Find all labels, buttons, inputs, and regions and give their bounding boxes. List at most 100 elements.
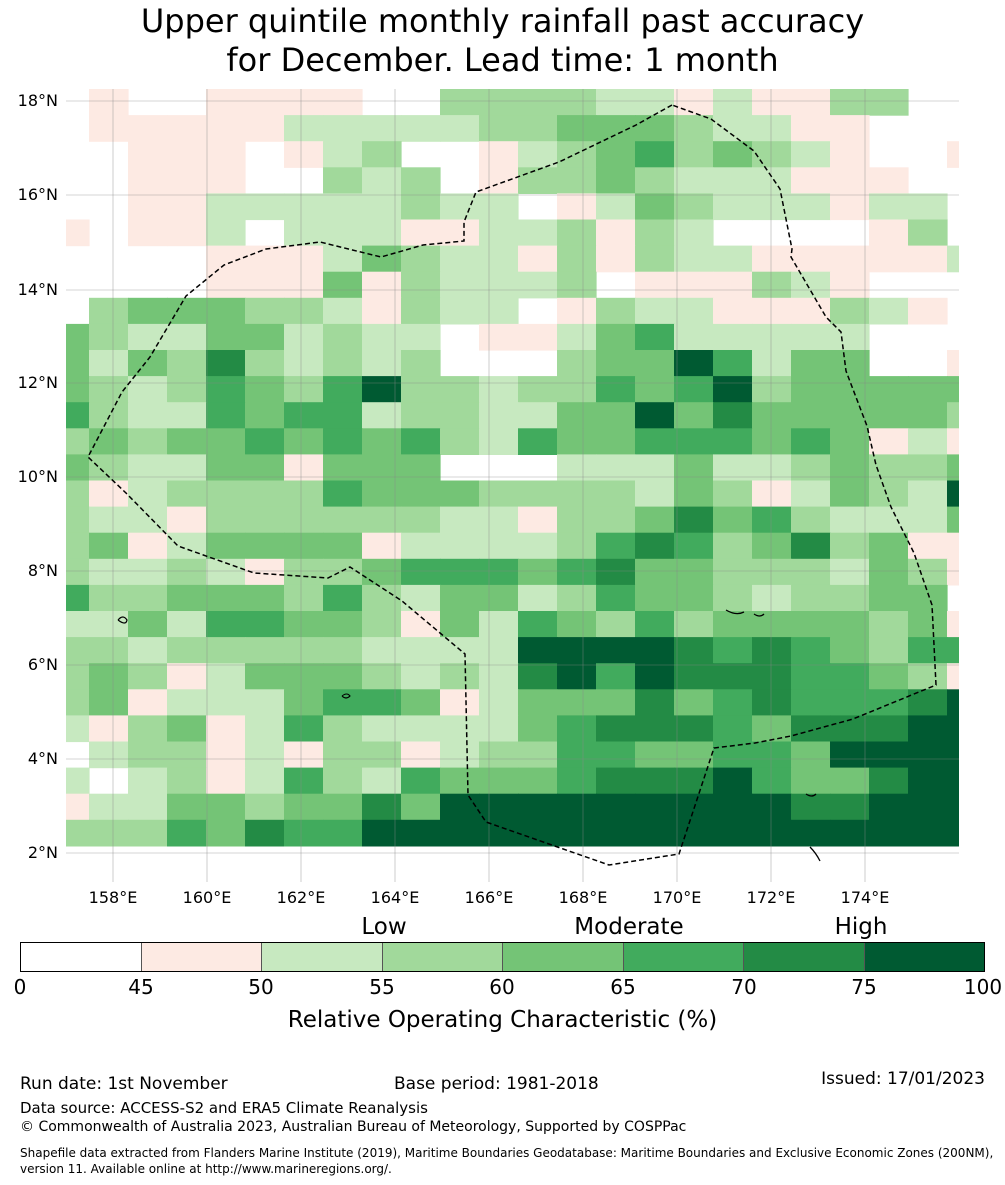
grid-cell [830,115,870,142]
grid-cell [128,350,168,377]
grid-cell [128,428,168,455]
grid-cell [206,819,246,847]
grid-cell [518,819,558,847]
grid-cell [557,637,597,664]
island-outline-4 [805,793,817,797]
grid-cell [596,558,636,586]
grid-cell [518,167,558,194]
grid-cell [479,323,519,351]
grid-cell [89,323,129,351]
grid-cell [830,271,870,299]
grid-cell [284,741,324,769]
grid-cell [245,480,285,508]
grid-cell [284,89,324,116]
base-period: Base period: 1981-2018 [394,1074,599,1094]
grid-cell [518,480,558,508]
grid-cell [557,271,597,299]
grid-cell [674,193,714,221]
grid-cell [128,663,168,690]
grid-cell [362,819,402,847]
grid-cell [323,767,363,795]
grid-cell [908,611,948,638]
grid-cell [167,584,207,612]
grid-cell [89,506,129,534]
grid-cell [713,480,753,508]
grid-cell [362,767,402,795]
grid-cell [596,532,636,560]
grid-cell [518,506,558,534]
grid-cell [713,506,753,534]
grid-cell [323,715,363,743]
grid-cell [284,689,324,716]
grid-cell [401,297,441,325]
grid-cell [128,454,168,482]
grid-cell [908,297,948,325]
grid-cell [362,350,402,377]
grid-cell [635,793,675,821]
grid-cell [206,741,246,769]
grid-cell [674,584,714,612]
grid-cell [167,323,207,351]
grid-cell [947,715,959,743]
island-outline-1 [117,616,128,624]
grid-cell [245,193,285,221]
grid-cell [557,402,597,429]
grid-cell [167,428,207,455]
colorbar-segment-60-65 [503,943,624,971]
grid-cell [362,584,402,612]
grid-cell [713,819,753,847]
grid-cell [635,219,675,247]
grid-cell [440,480,480,508]
grid-cell [89,402,129,429]
grid-cell [674,532,714,560]
lat-label-8n: 8°N [27,561,58,580]
grid-cell [167,558,207,586]
grid-cell [635,689,675,716]
grid-cell [284,584,324,612]
grid-cell [908,558,948,586]
grid-cell [401,428,441,455]
grid-cell [128,376,168,403]
grid-cell [752,245,792,273]
grid-cell [245,297,285,325]
colorbar-segment-70-75 [744,943,865,971]
grid-cell [66,402,90,429]
grid-cell [557,167,597,194]
grid-cell [284,297,324,325]
grid-cell [713,663,753,690]
grid-cell [557,611,597,638]
grid-cell [89,715,129,743]
grid-cell [869,428,909,455]
lon-label-168e: 168°E [558,888,608,907]
colorbar-segment-75-100 [864,943,984,971]
grid-cell [362,715,402,743]
grid-cell [869,89,909,116]
grid-cell [596,428,636,455]
grid-cell [128,115,168,142]
grid-cell [791,584,831,612]
grid-cell [167,193,207,221]
grid-cell [557,532,597,560]
map-panel [66,89,959,882]
grid-cell [674,767,714,795]
grid-cell [206,584,246,612]
grid-cell [947,532,959,560]
grid-cell [89,637,129,664]
grid-cell [89,663,129,690]
grid-cell [245,506,285,534]
grid-cell [674,219,714,247]
grid-cell [752,350,792,377]
grid-cell [401,793,441,821]
grid-cell [323,532,363,560]
grid-cell [752,715,792,743]
colorbar-tick-55: 55 [369,975,395,999]
lon-label-170e: 170°E [652,888,702,907]
grid-cell [362,663,402,690]
grid-cell [206,663,246,690]
grid-cell [518,793,558,821]
grid-cell [752,741,792,769]
grid-cell [947,689,959,716]
grid-cell [245,350,285,377]
grid-cell [401,167,441,194]
grid-cell [362,741,402,769]
